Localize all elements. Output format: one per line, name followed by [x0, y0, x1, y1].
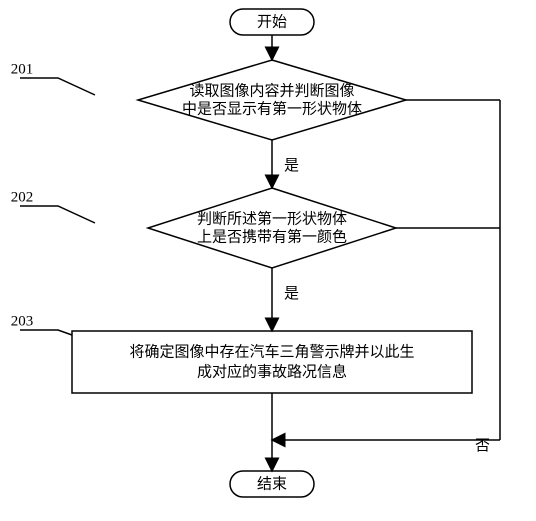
node-decision-2-line-0: 判断所述第一形状物体 [197, 209, 347, 227]
node-process-3-line-1: 成对应的事故路况信息 [197, 362, 347, 380]
node-decision-2 [148, 188, 396, 268]
node-decision-1 [138, 60, 406, 140]
callout-203-leader [20, 330, 72, 335]
callout-202-leader [20, 206, 95, 223]
node-process-3 [72, 331, 472, 393]
label-no: 否 [475, 438, 490, 454]
label-yes-2: 是 [284, 286, 299, 302]
node-decision-1-line-0: 读取图像内容并判断图像 [189, 82, 354, 99]
callout-202-number: 202 [11, 189, 34, 205]
node-decision-1-line-1: 中是否显示有第一形状物体 [182, 99, 362, 117]
callout-201-number: 201 [11, 61, 34, 77]
node-end-label: 结束 [257, 475, 287, 492]
node-decision-2-line-1: 上是否携带有第一颜色 [197, 227, 347, 245]
callout-201-leader [20, 78, 95, 95]
callout-203-number: 203 [11, 313, 34, 329]
label-yes-1: 是 [284, 158, 299, 174]
node-process-3-line-0: 将确定图像中存在汽车三角警示牌并以此生 [129, 343, 414, 360]
node-start-label: 开始 [257, 13, 287, 30]
